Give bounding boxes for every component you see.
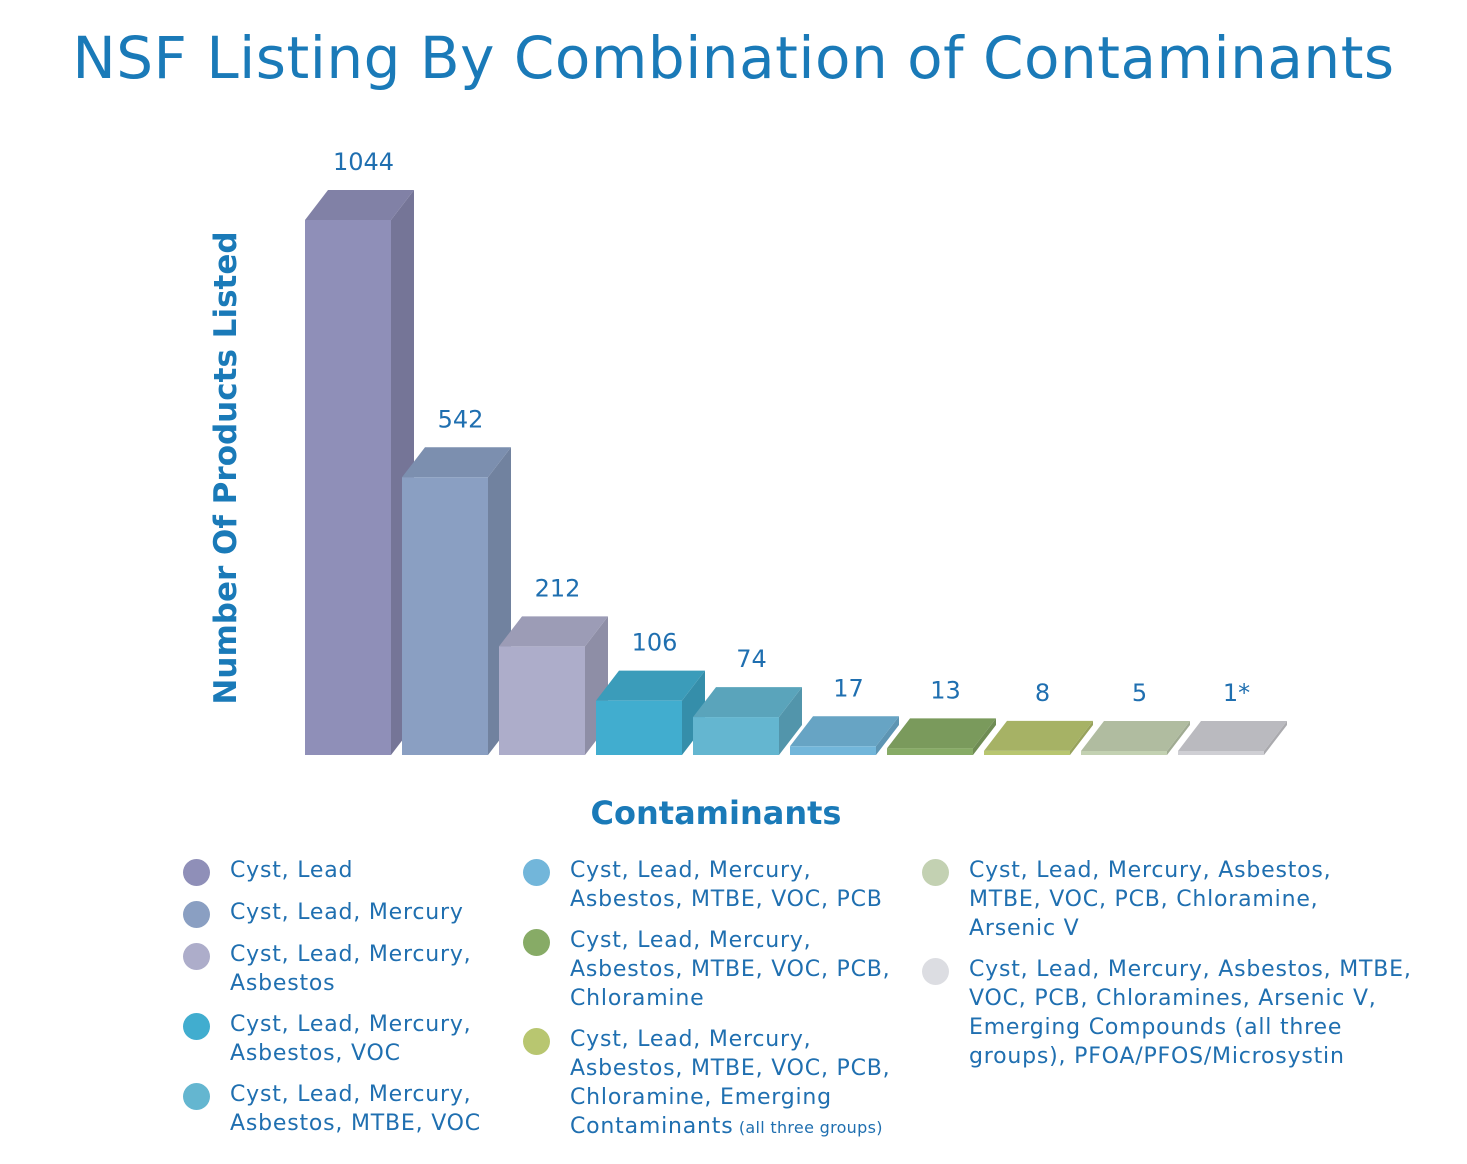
legend-item: Cyst, Lead, Mercury, Asbestos, MTBE, VOC [183,1080,503,1138]
data-label-6: 17 [833,674,864,702]
legend-item: Cyst, Lead, Mercury, Asbestos, MTBE, VOC,… [523,926,923,1013]
bar-top-face [596,670,705,701]
data-label-10: 1* [1223,679,1250,707]
legend-item: Cyst, Lead, Mercury, Asbestos, MTBE, VOC,… [922,856,1442,943]
legend-item: Cyst, Lead, Mercury, Asbestos, MTBE, VOC,… [523,856,923,914]
bar-side-face [1264,721,1287,755]
legend-swatch [183,1083,210,1110]
chart-title: NSF Listing By Combination of Contaminan… [72,24,1395,92]
data-label-3: 212 [535,574,581,602]
data-label-5: 74 [736,645,767,673]
bar-7 [887,718,996,755]
legend-label: Cyst, Lead, Mercury, Asbestos, MTBE, VOC,… [570,858,883,912]
legend-label: Cyst, Lead, Mercury, Asbestos, MTBE, VOC,… [570,928,891,1011]
legend-swatch [183,859,210,886]
data-label-2: 542 [438,405,484,433]
bar-front-face [984,750,1070,755]
legend-item: Cyst, Lead [183,856,503,886]
legend-item: Cyst, Lead, Mercury [183,898,503,928]
legend-item: Cyst, Lead, Mercury, Asbestos [183,940,503,998]
data-label-4: 106 [632,629,678,657]
bar-8 [984,720,1093,755]
legend-label: Cyst, Lead, Mercury, Asbestos, MTBE, VOC [230,1082,481,1136]
legend-label: Cyst, Lead, Mercury, Asbestos, VOC [230,1012,472,1066]
legend-label: Cyst, Lead, Mercury [230,900,464,925]
bar-9 [1081,721,1190,755]
bar-side-face [1070,720,1093,755]
legend-swatch [922,958,949,985]
legend-swatch [183,901,210,928]
bar-side-face [973,718,996,755]
bar-top-face [305,190,414,220]
bar-4 [596,670,705,755]
legend-item: Cyst, Lead, Mercury, Asbestos, MTBE, VOC,… [523,1025,923,1142]
bar-top-face [402,447,511,478]
bar-3 [499,616,608,755]
bar-top-face [790,716,899,747]
legend-swatch [523,859,550,886]
legend-item: Cyst, Lead, Mercury, Asbestos, VOC [183,1010,503,1068]
legend-swatch [922,859,949,886]
data-label-9: 5 [1132,679,1147,707]
data-label-1: 1044 [333,148,394,176]
bar-1 [305,190,414,755]
bar-front-face [693,717,779,755]
bar-front-face [596,700,682,755]
bar-front-face [1081,751,1167,755]
legend-label: Cyst, Lead, Mercury, Asbestos, MTBE, VOC,… [969,957,1412,1069]
bar-front-face [1178,751,1264,755]
data-label-7: 13 [930,676,961,704]
legend-swatch [523,1028,550,1055]
legend-swatch [183,943,210,970]
bar-side-face [682,670,705,755]
legend-label: Cyst, Lead, Mercury, Asbestos, MTBE, VOC,… [570,1027,891,1139]
bar-side-face [1167,721,1190,755]
bar-front-face [305,220,391,755]
bar-side-face [876,716,899,755]
legend-label: Cyst, Lead, Mercury, Asbestos, MTBE, VOC,… [969,858,1332,941]
bar-top-face [693,687,802,718]
legend-column-2: Cyst, Lead, Mercury, Asbestos, MTBE, VOC,… [523,856,923,1154]
bar-top-face [1178,721,1287,751]
bar-top-face [887,718,996,749]
bar-front-face [790,746,876,755]
bar-top-face [499,616,608,647]
data-label-8: 8 [1035,679,1050,707]
legend-swatch [183,1013,210,1040]
bar-chart: 1044 542 212 106 74 17 13 8 5 1* [305,148,1287,755]
bar-front-face [887,748,973,755]
bar-10 [1178,721,1287,755]
legend-swatch [523,929,550,956]
bar-2 [402,447,511,755]
legend-label: Cyst, Lead [230,858,354,883]
bar-front-face [499,646,585,755]
legend-label: Cyst, Lead, Mercury, Asbestos [230,942,472,996]
bar-6 [790,716,899,755]
bar-front-face [402,477,488,755]
bar-side-face [779,687,802,755]
bar-top-face [984,720,1093,751]
bar-top-face [1081,721,1190,751]
x-axis-label: Contaminants [590,794,842,832]
legend-item: Cyst, Lead, Mercury, Asbestos, MTBE, VOC,… [922,955,1442,1071]
bar-5 [693,687,802,755]
legend-column-1: Cyst, Lead Cyst, Lead, Mercury Cyst, Lead,… [183,856,503,1150]
legend-column-3: Cyst, Lead, Mercury, Asbestos, MTBE, VOC,… [922,856,1442,1083]
